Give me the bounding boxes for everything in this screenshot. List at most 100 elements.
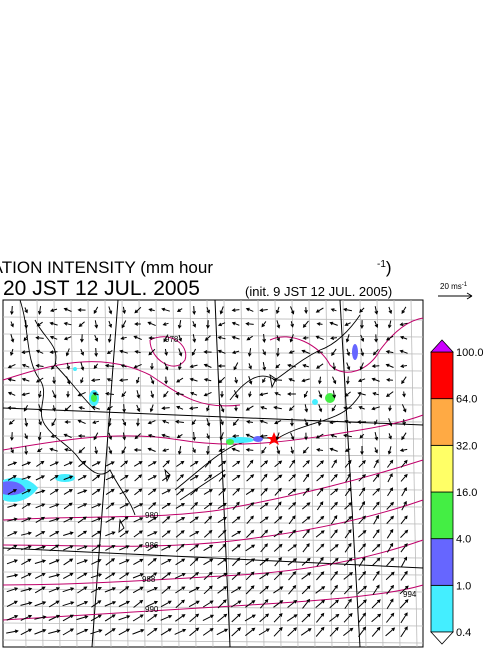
wind-arrow xyxy=(77,391,86,397)
wind-arrow xyxy=(231,627,242,637)
wind-arrow xyxy=(329,626,339,637)
wind-arrow xyxy=(344,448,351,452)
wind-arrow xyxy=(302,460,310,468)
wind-vectors xyxy=(6,305,409,638)
wind-arrow xyxy=(38,390,42,399)
wind-arrow xyxy=(178,348,183,357)
wind-arrow xyxy=(21,517,32,523)
wind-arrow xyxy=(23,404,29,412)
wind-arrow xyxy=(78,447,86,454)
wind-arrow xyxy=(76,615,89,621)
wind-arrow xyxy=(261,446,267,454)
wind-arrow xyxy=(106,350,113,355)
wind-arrow xyxy=(387,320,392,329)
wind-arrow xyxy=(175,530,185,538)
wind-arrow xyxy=(49,321,58,326)
wind-arrow xyxy=(90,629,103,635)
wind-arrow xyxy=(63,558,74,566)
wind-arrow xyxy=(288,571,297,581)
wind-arrow xyxy=(216,628,229,636)
wind-arrow xyxy=(400,612,408,624)
wind-arrow xyxy=(330,501,338,510)
wind-arrow xyxy=(344,322,351,326)
wind-arrow xyxy=(20,614,33,621)
wind-arrow xyxy=(262,377,266,384)
wind-arrow xyxy=(136,390,141,399)
wind-arrow xyxy=(259,419,268,424)
wind-arrow xyxy=(21,461,32,467)
title-end: ) xyxy=(386,258,392,277)
wind-arrow xyxy=(6,600,18,608)
wind-arrow xyxy=(245,571,255,581)
wind-arrow xyxy=(104,628,116,636)
grid-line xyxy=(308,299,316,648)
wind-arrow xyxy=(202,627,214,636)
wind-arrow xyxy=(374,419,378,426)
wind-arrow xyxy=(133,544,143,552)
wind-arrow xyxy=(304,432,308,441)
wind-arrow xyxy=(206,320,210,329)
wind-arrow xyxy=(10,334,15,343)
colorbar-segment xyxy=(430,398,454,446)
wind-arrow xyxy=(372,473,380,482)
grid-line xyxy=(257,299,265,648)
wind-arrow xyxy=(24,433,28,440)
precip-area xyxy=(73,367,77,371)
wind-arrow xyxy=(206,307,210,314)
wind-arrow xyxy=(37,432,42,441)
wind-arrow xyxy=(77,419,86,425)
wind-arrow xyxy=(217,349,226,354)
wind-arrow xyxy=(245,433,254,439)
wind-arrow xyxy=(91,517,102,523)
wind-arrow xyxy=(36,460,45,467)
wind-arrow xyxy=(176,433,183,439)
wind-arrow xyxy=(63,517,74,523)
wind-arrow xyxy=(218,460,227,468)
wind-arrow xyxy=(7,461,18,466)
wind-arrow xyxy=(373,514,379,525)
wind-arrow xyxy=(287,392,296,396)
wind-arrow xyxy=(288,350,295,354)
precip-area xyxy=(312,399,318,405)
wind-arrow xyxy=(274,474,283,482)
wind-arrow xyxy=(359,500,366,511)
wind-arrow xyxy=(63,336,72,341)
wind-arrow xyxy=(386,528,394,539)
wind-arrow xyxy=(290,432,295,441)
wind-arrow xyxy=(20,628,33,636)
wind-arrow xyxy=(372,529,380,539)
wind-arrow xyxy=(246,474,255,482)
wind-arrow xyxy=(217,558,228,566)
colorbar-label: 100.0 xyxy=(456,347,484,359)
wind-arrow xyxy=(38,419,42,426)
wind-arrow xyxy=(132,573,144,579)
wind-arrow xyxy=(274,487,282,496)
grid-line xyxy=(410,299,418,648)
wind-arrow xyxy=(316,487,324,497)
wind-arrow xyxy=(106,378,113,382)
wind-arrow xyxy=(203,544,214,552)
wind-arrow xyxy=(90,614,102,622)
wind-arrow xyxy=(203,529,213,538)
wind-arrow xyxy=(21,350,30,355)
wind-arrow xyxy=(231,586,242,594)
wind-arrow xyxy=(302,336,309,340)
wind-arrow xyxy=(387,446,392,455)
wind-arrow xyxy=(119,545,130,551)
wind-arrow xyxy=(120,460,129,468)
wind-arrow xyxy=(301,349,310,354)
vector-scale-text: 20 ms xyxy=(440,282,462,291)
wind-arrow xyxy=(343,557,353,567)
wind-arrow xyxy=(21,475,32,480)
wind-arrow xyxy=(174,628,187,635)
wind-arrow xyxy=(358,626,367,637)
wind-arrow xyxy=(163,390,169,398)
wind-arrow xyxy=(175,543,185,552)
wind-arrow xyxy=(91,559,102,565)
wind-arrow xyxy=(66,376,71,385)
wind-arrow xyxy=(91,461,101,467)
wind-arrow xyxy=(329,447,338,452)
wind-arrow xyxy=(161,585,172,594)
wind-arrow xyxy=(176,460,185,467)
wind-arrow xyxy=(35,377,44,383)
